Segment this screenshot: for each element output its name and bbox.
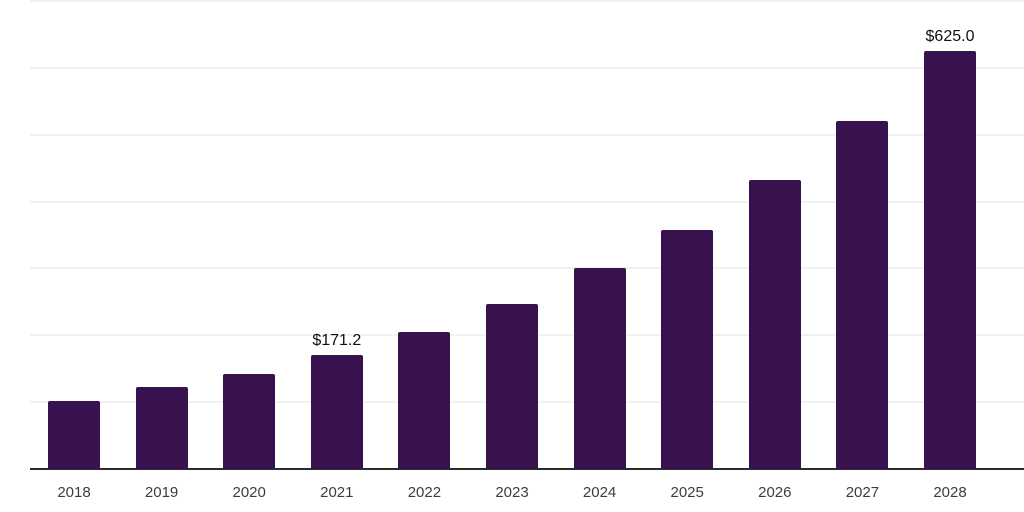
x-tick-2025: 2025 <box>670 484 704 501</box>
x-tick-2026: 2026 <box>758 484 792 501</box>
x-tick-2023: 2023 <box>495 484 529 501</box>
bar-2018[interactable] <box>48 401 100 469</box>
bar-2027[interactable] <box>836 120 889 469</box>
x-tick-2028: 2028 <box>933 484 967 501</box>
gridline-500 <box>30 133 1024 136</box>
bar-2020[interactable] <box>223 374 276 469</box>
x-tick-2020: 2020 <box>232 484 266 501</box>
x-tick-2022: 2022 <box>407 484 442 501</box>
bar-2024[interactable] <box>573 268 626 469</box>
x-axis-line <box>30 468 1024 470</box>
bar-2019[interactable] <box>135 387 188 469</box>
x-tick-2021: 2021 <box>320 484 354 501</box>
bar-2022[interactable] <box>398 331 451 469</box>
bar-2023[interactable] <box>486 303 538 469</box>
value-label-2028: $625.0 <box>925 28 975 46</box>
bar-2021[interactable] <box>310 354 363 469</box>
gridline-600 <box>30 66 1024 69</box>
x-tick-2027: 2027 <box>845 484 880 501</box>
value-label-2021: $171.2 <box>312 331 362 349</box>
gridline-300 <box>30 267 1024 270</box>
bar-2028[interactable] <box>924 51 976 469</box>
gridline-400 <box>30 200 1024 203</box>
gridline-700 <box>30 0 1024 2</box>
bar-2025[interactable] <box>661 229 714 469</box>
x-tick-2024: 2024 <box>582 484 617 501</box>
x-tick-2018: 2018 <box>57 484 91 501</box>
x-tick-2019: 2019 <box>144 484 179 501</box>
bar-2026[interactable] <box>748 180 801 469</box>
